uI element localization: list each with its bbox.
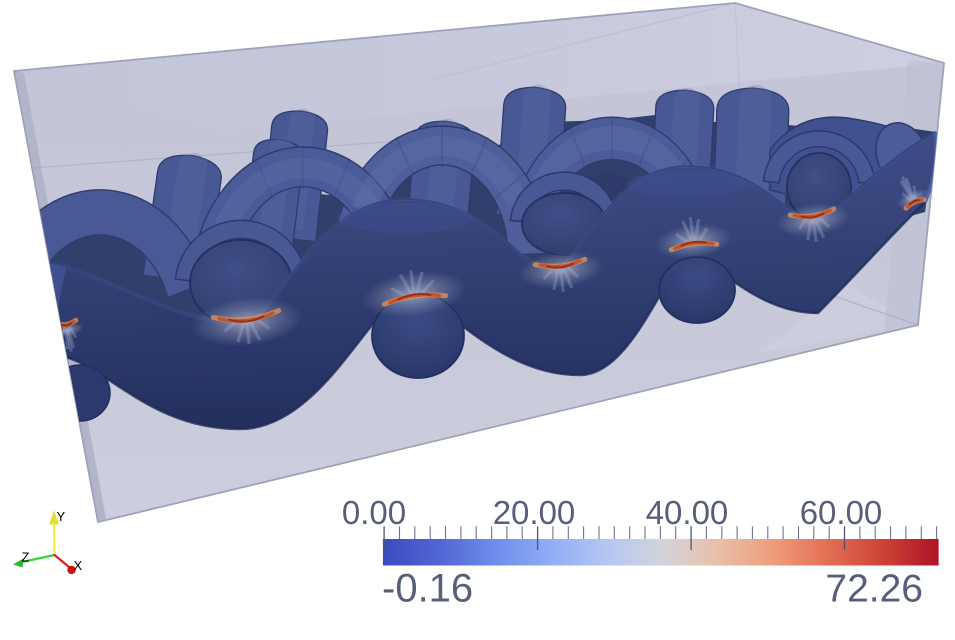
svg-text:20.00: 20.00 xyxy=(493,494,576,531)
svg-text:X: X xyxy=(74,558,83,573)
svg-text:40.00: 40.00 xyxy=(646,494,729,531)
svg-text:Y: Y xyxy=(57,509,66,524)
svg-text:72.26: 72.26 xyxy=(825,568,923,611)
svg-text:Z: Z xyxy=(22,550,30,565)
svg-text:0.00: 0.00 xyxy=(342,494,406,531)
svg-text:60.00: 60.00 xyxy=(800,494,883,531)
svg-text:-0.16: -0.16 xyxy=(382,567,473,611)
